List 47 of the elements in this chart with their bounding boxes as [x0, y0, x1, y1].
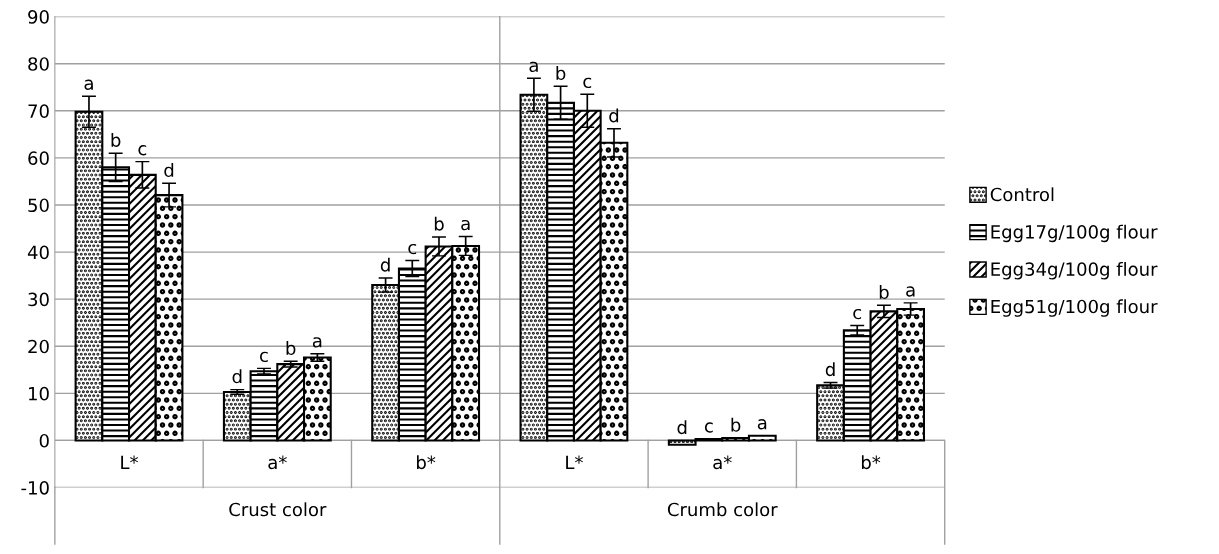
- y-tick-label: -10: [21, 480, 49, 495]
- data-label: c: [138, 145, 147, 156]
- data-label: b: [556, 66, 566, 81]
- x-tick-label: b*: [861, 455, 881, 470]
- data-label: d: [825, 362, 835, 377]
- data-label: b: [111, 132, 121, 147]
- data-label: c: [260, 351, 268, 363]
- x-tick-label: a*: [713, 455, 732, 470]
- text: Crumb color: [667, 502, 778, 517]
- data-label: c: [853, 308, 862, 320]
- x-tick-label: b*: [417, 455, 436, 470]
- data-label: a: [906, 286, 915, 297]
- data-label: a: [757, 419, 767, 430]
- data-label: c: [704, 422, 713, 433]
- x-tick-label: L*: [566, 455, 583, 469]
- y-tick-label: 50: [28, 198, 49, 213]
- text: Crust color: [229, 502, 327, 517]
- x-tick-label: L*: [121, 455, 139, 469]
- y-tick-label: 70: [28, 104, 49, 118]
- y-tick-label: 80: [28, 57, 49, 71]
- y-tick-label: 20: [28, 339, 49, 354]
- y-tick-label: 30: [28, 292, 49, 307]
- data-label: d: [380, 257, 390, 272]
- data-label: a: [84, 79, 93, 90]
- data-label: b: [434, 216, 444, 231]
- legend-label: Egg17g/100g flour: [991, 224, 1158, 243]
- data-label: a: [529, 61, 538, 73]
- data-label: c: [583, 77, 592, 89]
- data-label: b: [286, 341, 296, 356]
- data-label: b: [731, 417, 741, 432]
- y-tick-label: 60: [28, 151, 49, 166]
- data-label: d: [164, 163, 174, 178]
- legend-label: Egg51g/100g flour: [991, 299, 1158, 317]
- legend-label: Egg34g/100g flour: [991, 262, 1158, 280]
- data-label: b: [879, 285, 889, 300]
- data-label: a: [312, 337, 322, 348]
- y-tick-label: 10: [29, 386, 49, 401]
- data-label: d: [232, 369, 242, 384]
- data-label: d: [609, 108, 619, 123]
- data-label: a: [461, 219, 470, 231]
- legend-label: Control: [990, 187, 1054, 202]
- data-label: c: [408, 243, 417, 255]
- data-label: d: [677, 420, 687, 435]
- x-tick-label: a*: [268, 455, 287, 470]
- y-tick-label: 40: [27, 245, 49, 260]
- y-tick-label: 0: [39, 433, 49, 448]
- y-tick-label: 90: [28, 10, 49, 24]
